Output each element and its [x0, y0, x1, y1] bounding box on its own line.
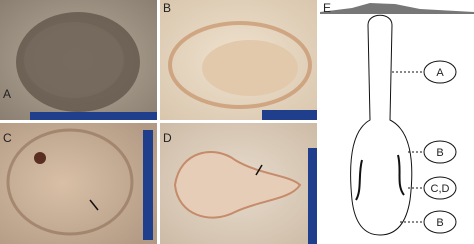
panel-label: D [163, 131, 172, 145]
callout-label: A [436, 67, 444, 79]
panel-label: C [3, 131, 12, 145]
arrow [89, 199, 99, 211]
panel-label: B [163, 1, 171, 15]
photo-b [160, 0, 317, 120]
arrow [255, 164, 263, 176]
photo-a [0, 0, 157, 120]
panel-label: A [3, 87, 11, 101]
panel-label: E [323, 1, 331, 15]
callout-label: B [436, 147, 443, 159]
callout-label: C,D [431, 183, 450, 195]
callout-label: B [436, 217, 443, 229]
photo-c [0, 123, 157, 244]
photo-d [160, 123, 317, 244]
diagram [320, 3, 474, 236]
